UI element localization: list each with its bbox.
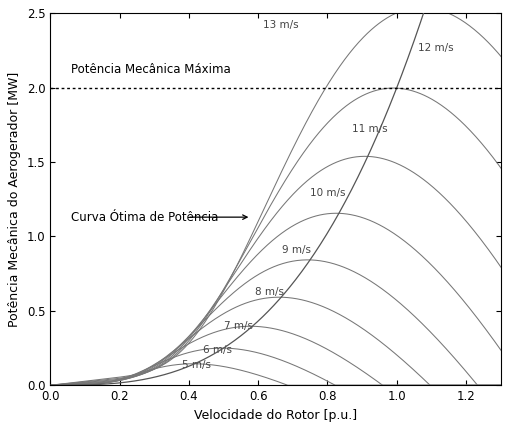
Text: 10 m/s: 10 m/s bbox=[310, 187, 346, 198]
Text: 5 m/s: 5 m/s bbox=[182, 360, 211, 370]
Text: 13 m/s: 13 m/s bbox=[263, 20, 299, 30]
Text: 6 m/s: 6 m/s bbox=[203, 344, 232, 355]
Text: Potência Mecânica Máxima: Potência Mecânica Máxima bbox=[71, 63, 231, 76]
Text: Curva Ótima de Potência: Curva Ótima de Potência bbox=[71, 211, 218, 224]
Text: 12 m/s: 12 m/s bbox=[417, 43, 453, 52]
Text: 11 m/s: 11 m/s bbox=[352, 124, 387, 134]
X-axis label: Velocidade do Rotor [p.u.]: Velocidade do Rotor [p.u.] bbox=[194, 408, 357, 422]
Text: 7 m/s: 7 m/s bbox=[223, 321, 252, 331]
Y-axis label: Potência Mecânica do Aerogerador [MW]: Potência Mecânica do Aerogerador [MW] bbox=[8, 72, 21, 327]
Text: 9 m/s: 9 m/s bbox=[282, 245, 312, 255]
Text: 8 m/s: 8 m/s bbox=[254, 287, 284, 297]
